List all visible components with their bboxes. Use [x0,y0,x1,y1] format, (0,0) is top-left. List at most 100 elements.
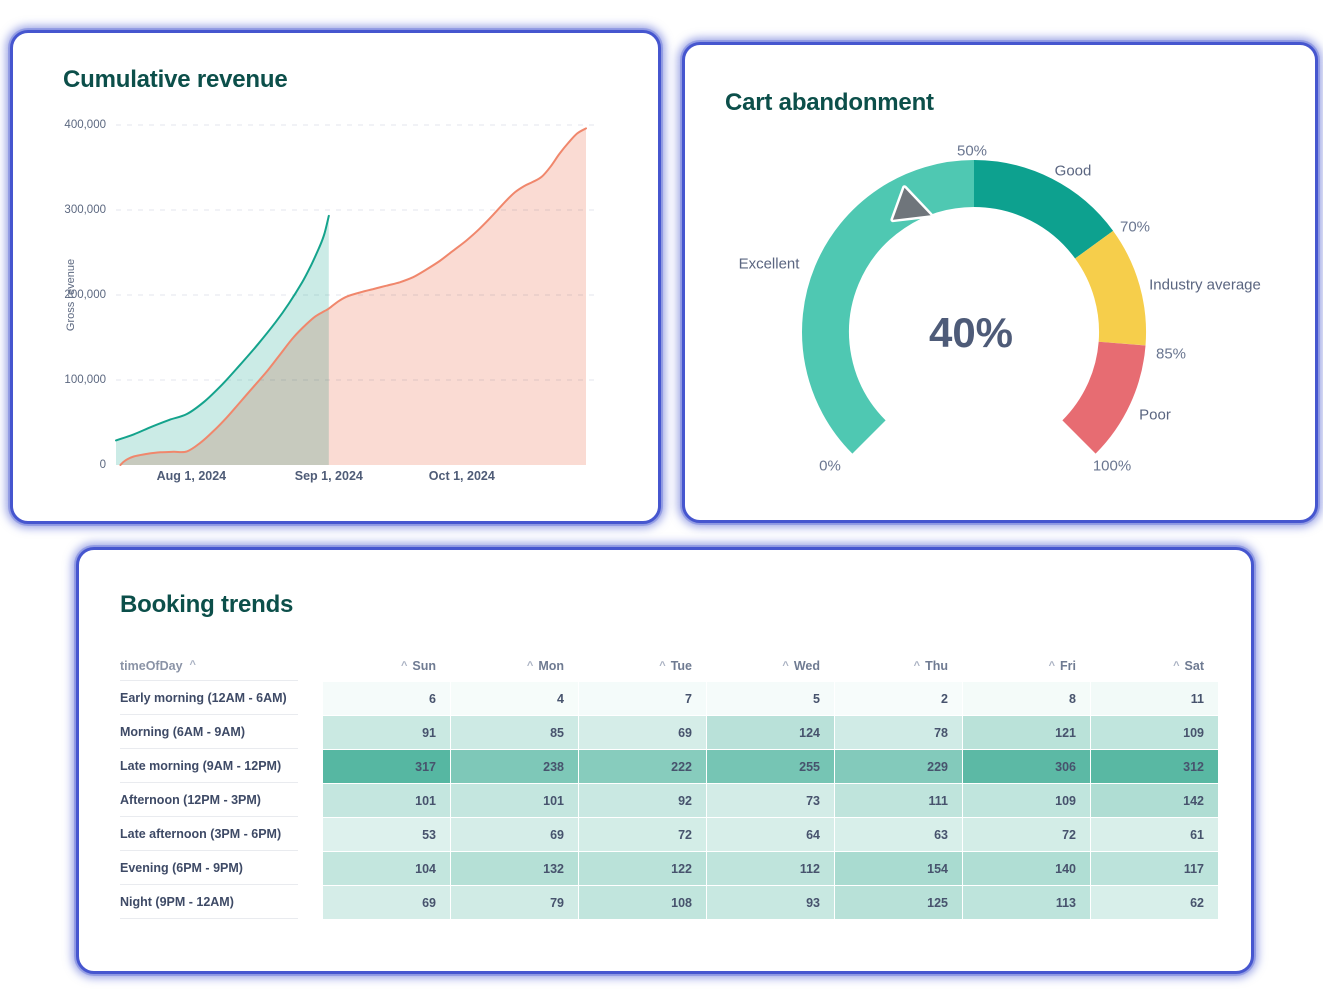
heatmap-cell: 62 [1091,886,1218,919]
booking-heatmap-table: timeOfDay ^ ^ Sun ^ Mon ^ Tue ^ Wed ^ Thu ^ Fri ^ Sat E… [120,651,1218,919]
segment-label-poor: Poor [1139,406,1171,424]
sort-caret-icon: ^ [400,659,408,672]
heatmap-cell: 72 [963,818,1090,851]
sort-caret-icon: ^ [913,659,921,672]
sort-caret-icon: ^ [782,659,789,672]
previous-period-area [120,128,587,465]
heatmap-cell: 69 [451,818,578,851]
heatmap-cell: 11 [1091,682,1218,715]
heatmap-cell: 92 [579,784,706,817]
heatmap-cell: 79 [451,886,578,919]
segment-label-industry-average: Industry average [1149,276,1261,294]
heatmap-cell: 108 [579,886,706,919]
heatmap-cell: 124 [707,716,834,749]
row-gap [299,784,322,817]
row-gap [299,886,322,919]
sort-caret-icon: ^ [1173,659,1180,672]
row-label: Morning (6AM - 9AM) [120,716,298,749]
column-header-tue[interactable]: ^ Tue [659,659,692,673]
segment-label-excellent: Excellent [738,255,800,273]
current-period-line [115,214,330,442]
heatmap-cell: 122 [579,852,706,885]
heatmap-cell: 91 [323,716,450,749]
booking-trends-card: Booking trends timeOfDay ^ ^ Sun ^ Mon ^ Tue ^ We… [76,547,1254,974]
heatmap-cell: 69 [323,886,450,919]
heatmap-header-row: timeOfDay ^ ^ Sun ^ Mon ^ Tue ^ Wed ^ Thu ^ Fri ^ Sat [120,651,1216,681]
row-gap [299,818,322,851]
x-tick-label: Sep 1, 2024 [294,469,363,483]
heatmap-cell: 113 [963,886,1090,919]
table-row: Late afternoon (3PM - 6PM) 53 69 72 64 63 72 61 [120,818,1218,851]
heatmap-cell: 104 [323,852,450,885]
heatmap-cell: 140 [963,852,1090,885]
heatmap-cell: 73 [707,784,834,817]
heatmap-cell: 132 [451,852,578,885]
column-header-wed[interactable]: ^ Wed [782,659,820,673]
heatmap-cell: 2 [835,682,962,715]
heatmap-cell: 312 [1091,750,1218,783]
column-header-timeofday[interactable]: timeOfDay ^ [120,651,298,681]
row-label: Evening (6PM - 9PM) [120,852,298,885]
heatmap-cell: 255 [707,750,834,783]
column-header-mon[interactable]: ^ Mon [526,659,564,673]
revenue-card-title: Cumulative revenue [63,66,288,93]
segment-poor-arc [1061,341,1146,454]
heatmap-cell: 64 [707,818,834,851]
x-tick-label: Aug 1, 2024 [156,469,227,483]
y-tick-label: 100,000 [64,374,106,386]
gauge-card-title: Cart abandonment [725,89,934,116]
row-label: Early morning (12AM - 6AM) [120,682,298,715]
row-label: Late afternoon (3PM - 6PM) [120,818,298,851]
heatmap-cell: 93 [707,886,834,919]
row-label: Night (9PM - 12AM) [120,886,298,919]
segment-industry-average-arc [1074,230,1147,346]
table-row: Early morning (12AM - 6AM) 6 4 7 5 2 8 11 [120,682,1218,715]
column-header-fri[interactable]: ^ Fri [1048,659,1076,673]
heatmap-cell: 6 [323,682,450,715]
heatmap-cell: 229 [835,750,962,783]
column-header-thu[interactable]: ^ Thu [913,659,948,673]
column-header-sun[interactable]: ^ Sun [400,659,436,673]
heatmap-cell: 78 [835,716,962,749]
gauge-tick-85: 85% [1155,345,1187,363]
segment-good-arc [973,160,1114,260]
table-row: Late morning (9AM - 12PM) 317 238 222 255 229… [120,750,1218,783]
heatmap-cell: 109 [963,784,1090,817]
previous-period-line [119,127,587,466]
booking-card-title: Booking trends [120,591,294,618]
heatmap-cell: 121 [963,716,1090,749]
heatmap-cell: 238 [451,750,578,783]
heatmap-cell: 4 [451,682,578,715]
sort-caret-icon: ^ [189,659,196,671]
y-tick-label: 400,000 [64,119,106,131]
column-header-sat[interactable]: ^ Sat [1173,659,1204,673]
heatmap-cell: 63 [835,818,962,851]
heatmap-cell: 125 [835,886,962,919]
row-gap [299,682,322,715]
heatmap-body: Early morning (12AM - 6AM) 6 4 7 5 2 8 11 Mornin… [120,682,1218,919]
heatmap-cell: 7 [579,682,706,715]
row-gap [299,716,322,749]
row-label: Afternoon (12PM - 3PM) [120,784,298,817]
cart-abandonment-card: Cart abandonment Excellent Good Industry… [682,42,1318,523]
heatmap-cell: 117 [1091,852,1218,885]
table-row: Afternoon (12PM - 3PM) 101 101 92 73 111 109 14… [120,784,1218,817]
gauge-tick-100: 100% [1092,457,1132,475]
heatmap-cell: 306 [963,750,1090,783]
gauge-value: 40% [928,309,1014,356]
table-row: Night (9PM - 12AM) 69 79 108 93 125 113 62 [120,886,1218,919]
gauge-tick-0: 0% [819,457,841,475]
x-tick-label: Oct 1, 2024 [428,469,495,483]
heatmap-cell: 111 [835,784,962,817]
row-gap [299,852,322,885]
heatmap-cell: 101 [323,784,450,817]
segment-excellent-arc [802,160,975,454]
sort-caret-icon: ^ [526,659,534,672]
y-tick-label: 200,000 [64,289,106,301]
table-row: Evening (6PM - 9PM) 104 132 122 112 154 140 117 [120,852,1218,885]
heatmap-cell: 222 [579,750,706,783]
gauge-chart [802,160,1147,454]
heatmap-cell: 72 [579,818,706,851]
heatmap-cell: 53 [323,818,450,851]
heatmap-cell: 101 [451,784,578,817]
